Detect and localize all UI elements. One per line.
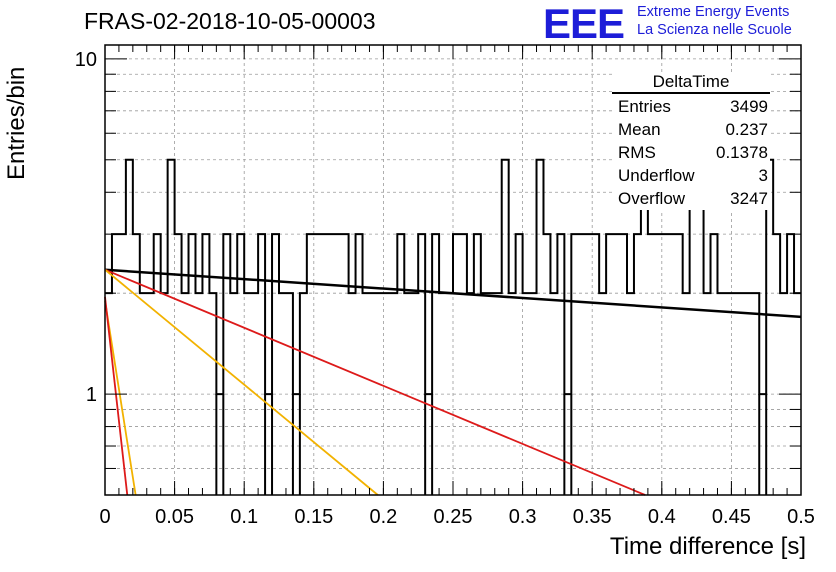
stats-label: Entries bbox=[618, 97, 671, 116]
y-tick-label: 1 bbox=[86, 384, 97, 406]
stats-value: 3 bbox=[758, 166, 768, 185]
x-tick-label: 0 bbox=[99, 506, 110, 528]
y-axis-label: Entries/bin bbox=[3, 66, 30, 180]
x-axis-label: Time difference [s] bbox=[609, 533, 806, 560]
x-tick-label: 0.4 bbox=[648, 506, 676, 528]
x-tick-label: 0.3 bbox=[509, 506, 537, 528]
stats-value: 3247 bbox=[730, 189, 768, 208]
x-tick-label: 0.2 bbox=[369, 506, 397, 528]
tick-labels: 0 0.05 0.1 0.15 0.2 0.25 0.3 0.35 0.4 0.45 0.5 1 10 bbox=[75, 49, 815, 528]
fit-curve bbox=[104, 296, 129, 496]
stats-label: Overflow bbox=[618, 189, 686, 208]
logo-line-2: La Scienza nelle Scuole bbox=[637, 22, 792, 38]
axis-ticks bbox=[104, 45, 802, 496]
stats-row: Underflow 3 bbox=[612, 164, 770, 187]
x-tick-label: 0.05 bbox=[155, 506, 194, 528]
stats-row: Mean 0.237 bbox=[612, 118, 770, 141]
fit-curve bbox=[104, 268, 646, 496]
stats-value: 0.1378 bbox=[716, 143, 768, 162]
stats-row: Overflow 3247 bbox=[612, 187, 770, 210]
chart-title: FRAS-02-2018-10-05-00003 bbox=[84, 8, 376, 34]
fit-curve bbox=[104, 268, 802, 319]
x-tick-label: 0.5 bbox=[787, 506, 815, 528]
stats-box: DeltaTime Entries 3499 Mean 0.237 RMS 0.1378 U… bbox=[612, 72, 770, 210]
stats-rows: Entries 3499 Mean 0.237 RMS 0.1378 Underflow 3 O… bbox=[612, 95, 770, 210]
x-tick-label: 0.1 bbox=[230, 506, 258, 528]
fit-curves bbox=[104, 268, 802, 496]
stats-value: 3499 bbox=[730, 97, 768, 116]
fit-curve bbox=[104, 300, 137, 496]
stats-row: RMS 0.1378 bbox=[612, 141, 770, 164]
eee-logo: EEE bbox=[543, 0, 625, 47]
stats-title: DeltaTime bbox=[612, 72, 770, 94]
stats-label: Underflow bbox=[618, 166, 695, 185]
stats-label: RMS bbox=[618, 143, 656, 162]
fit-curve bbox=[104, 269, 379, 496]
logo-caption: Extreme Energy Events La Scienza nelle S… bbox=[637, 3, 792, 39]
stats-label: Mean bbox=[618, 120, 661, 139]
stats-value: 0.237 bbox=[725, 120, 768, 139]
x-tick-label: 0.25 bbox=[434, 506, 473, 528]
logo-line-1: Extreme Energy Events bbox=[637, 4, 790, 20]
x-tick-label: 0.35 bbox=[573, 506, 612, 528]
x-tick-label: 0.45 bbox=[712, 506, 751, 528]
y-tick-label: 10 bbox=[75, 49, 97, 71]
stats-row: Entries 3499 bbox=[612, 95, 770, 118]
x-tick-label: 0.15 bbox=[294, 506, 333, 528]
